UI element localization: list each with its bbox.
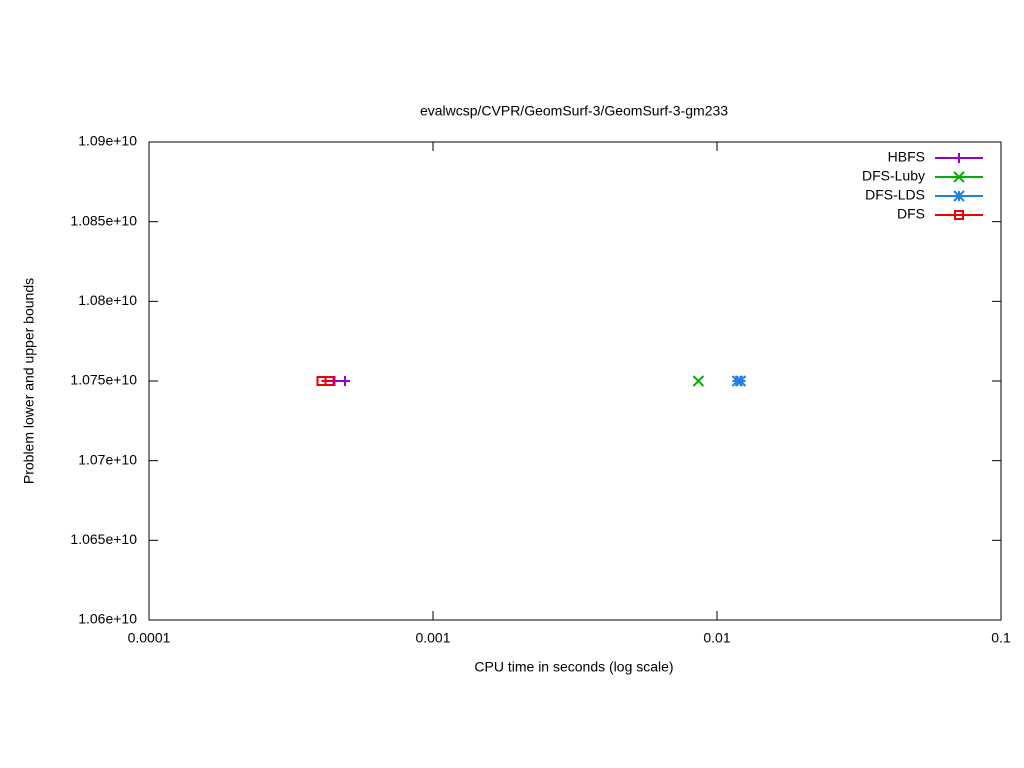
x-tick-label: 0.01	[703, 630, 730, 646]
data-point	[734, 375, 747, 387]
legend-label: DFS-LDS	[865, 187, 925, 203]
y-tick-label: 1.06e+10	[78, 611, 137, 627]
x-tick-label: 0.1	[991, 630, 1011, 646]
data-point	[340, 376, 351, 386]
y-tick-label: 1.08e+10	[78, 292, 137, 308]
data-point	[329, 376, 340, 386]
y-tick-label: 1.09e+10	[78, 133, 137, 149]
data-point	[692, 375, 705, 387]
x-tick-label: 0.001	[415, 630, 450, 646]
x-tick-label: 0.0001	[128, 630, 171, 646]
legend-label: DFS-Luby	[862, 168, 925, 184]
x-axis-label: CPU time in seconds (log scale)	[474, 659, 673, 675]
y-axis-label: Problem lower and upper bounds	[21, 278, 37, 484]
y-tick-label: 1.075e+10	[70, 372, 137, 388]
chart-title: evalwcsp/CVPR/GeomSurf-3/GeomSurf-3-gm23…	[420, 103, 728, 119]
legend-marker	[954, 210, 964, 220]
y-tick-label: 1.085e+10	[70, 212, 137, 228]
legend-label: HBFS	[888, 149, 925, 165]
legend-marker	[954, 153, 964, 163]
data-point	[324, 376, 335, 386]
y-tick-label: 1.065e+10	[70, 531, 137, 547]
legend-label: DFS	[897, 206, 925, 222]
legend-marker	[953, 190, 965, 202]
legend-marker	[953, 171, 965, 183]
y-tick-label: 1.07e+10	[78, 451, 137, 467]
